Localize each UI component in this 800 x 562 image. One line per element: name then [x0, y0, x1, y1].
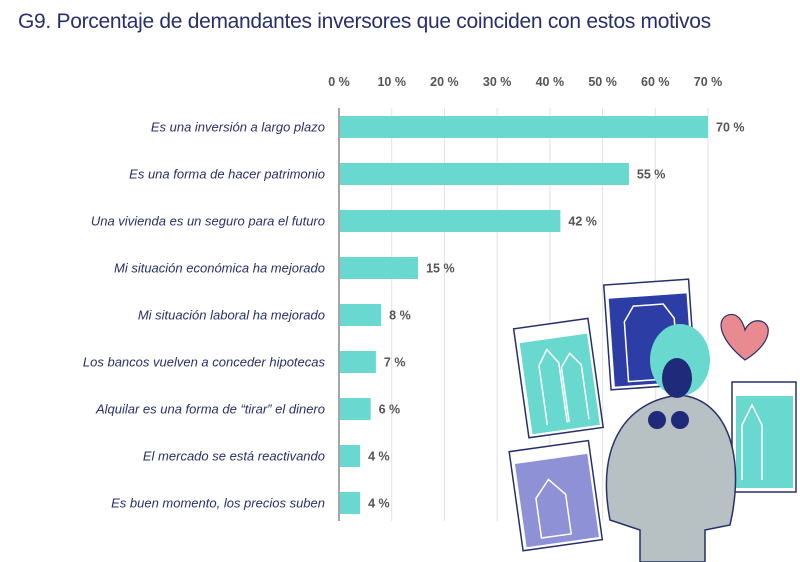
data-label: 4 %	[368, 497, 390, 511]
category-label: Una vivienda es un seguro para el futuro	[91, 214, 325, 229]
bar	[340, 257, 419, 279]
category-label: Los bancos vuelven a conceder hipotecas	[83, 355, 326, 370]
x-tick-label: 50 %	[588, 75, 617, 89]
x-tick-label: 20 %	[430, 75, 459, 89]
bar	[340, 116, 708, 138]
data-label: 4 %	[368, 450, 390, 464]
bar	[340, 210, 561, 232]
x-tick-label: 40 %	[536, 75, 565, 89]
woman-with-house-listings-illustration	[508, 278, 797, 562]
category-label: Mi situación económica ha mejorado	[114, 261, 325, 276]
category-label: Es una inversión a largo plazo	[151, 120, 325, 135]
data-label: 8 %	[389, 309, 411, 323]
data-label: 15 %	[426, 262, 455, 276]
chart-title: G9. Porcentaje de demandantes inversores…	[18, 10, 711, 33]
data-label: 6 %	[379, 403, 401, 417]
x-tick-label: 70 %	[694, 75, 723, 89]
bar	[340, 398, 371, 420]
x-tick-label: 30 %	[483, 75, 512, 89]
bar	[340, 304, 382, 326]
bar	[340, 163, 629, 185]
category-label: Es buen momento, los precios suben	[111, 496, 325, 511]
bar	[340, 445, 361, 467]
data-label: 7 %	[384, 356, 406, 370]
category-label: El mercado se está reactivando	[143, 449, 325, 464]
category-label: Alquilar es una forma de “tirar” el dine…	[95, 402, 325, 417]
x-tick-label: 60 %	[641, 75, 670, 89]
x-tick-label: 0 %	[328, 75, 350, 89]
data-label: 42 %	[568, 215, 597, 229]
x-tick-label: 10 %	[377, 75, 406, 89]
category-label: Es una forma de hacer patrimonio	[129, 167, 325, 182]
bar	[340, 351, 376, 373]
category-label: Mi situación laboral ha mejorado	[138, 308, 325, 323]
data-label: 70 %	[716, 121, 745, 135]
bar	[340, 492, 361, 514]
data-label: 55 %	[637, 168, 666, 182]
